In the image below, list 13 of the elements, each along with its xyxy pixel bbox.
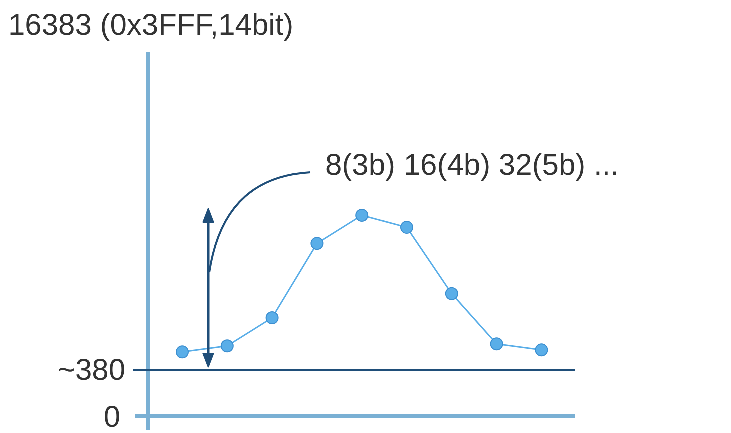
text: 16383 (0x3FFF,14bit) [8, 9, 294, 42]
point [310, 237, 324, 250]
point [266, 312, 279, 324]
point [356, 209, 369, 222]
point [445, 287, 458, 300]
text: 0 [104, 401, 121, 433]
point [535, 344, 548, 357]
point [400, 221, 414, 234]
point [490, 338, 504, 351]
point [176, 346, 189, 359]
text: 8(3b) 16(4b) 32(5b) ... [326, 149, 619, 182]
text: ~380 [58, 354, 126, 387]
point [220, 340, 234, 353]
